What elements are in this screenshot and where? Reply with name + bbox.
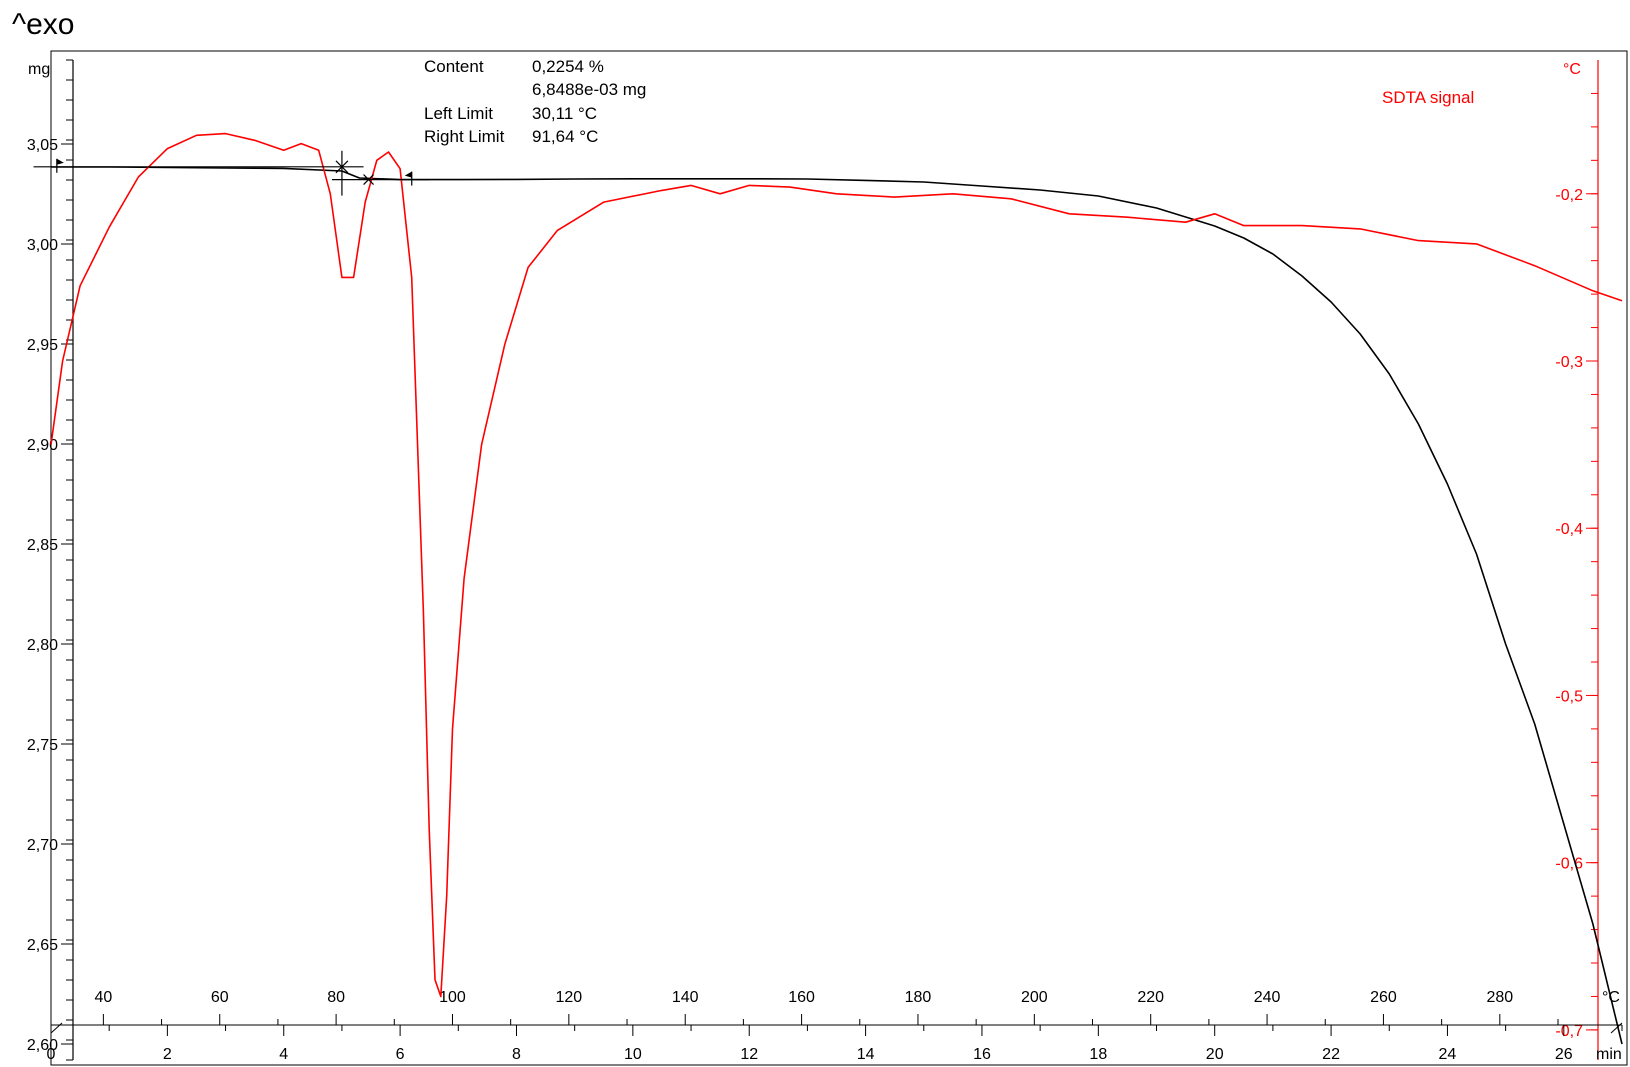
- left-tick-label: 2,80: [27, 637, 58, 654]
- left-tick-label: 2,85: [27, 537, 58, 554]
- temperature-tick-label: 200: [1021, 989, 1048, 1006]
- right-tick-label: -0,5: [1555, 688, 1583, 705]
- exo-direction-label: ^exo: [12, 8, 75, 41]
- step-cross-upper: [335, 160, 349, 174]
- left-axis: mg 2,60 2,65 2,70 2,75 2,80 2,85 2,90 2,95 3,00 3…: [27, 59, 74, 1061]
- time-tick-label: 24: [1439, 1046, 1457, 1063]
- temperature-tick-label: 260: [1370, 989, 1397, 1006]
- temperature-axis: °C 40 60 80 100 120 140 160 180 200 220 240 260 280: [94, 989, 1620, 1025]
- temperature-tick-label: 60: [211, 989, 229, 1006]
- time-axis-ticks: 0 2 4 6 8 10 12 14 16 18 20 22 24 26: [47, 1025, 1623, 1063]
- right-tick-label: -0,7: [1555, 1023, 1583, 1040]
- time-tick-label: 2: [163, 1046, 172, 1063]
- left-limit-flag: [56, 158, 64, 165]
- legend-sdta-signal: SDTA signal: [1382, 88, 1474, 107]
- time-tick-label: 14: [857, 1046, 875, 1063]
- right-axis-ticks: -0,2 -0,3 -0,4 -0,5 -0,6 -0,7: [1555, 92, 1598, 1040]
- integration-annotation: Content 0,2254 % 6,8488e-03 mg Left Limi…: [424, 57, 646, 146]
- left-tick-label: 3,05: [27, 137, 58, 154]
- time-tick-label: 4: [279, 1046, 288, 1063]
- right-limit-label: Right Limit: [424, 127, 505, 146]
- time-tick-label: 20: [1206, 1046, 1224, 1063]
- time-tick-label: 26: [1555, 1046, 1573, 1063]
- right-axis: °C -0,2 -0,3 -0,4 -0,5 -0,6 -0,7: [1555, 60, 1599, 1060]
- time-tick-label: 8: [512, 1046, 521, 1063]
- time-axis-unit: min: [1596, 1046, 1622, 1063]
- series-mass-curve: [51, 166, 1623, 1045]
- left-tick-label: 2,90: [27, 437, 58, 454]
- temperature-tick-label: 280: [1486, 989, 1513, 1006]
- left-tick-label: 2,65: [27, 937, 58, 954]
- time-axis: min 0 2 4 6 8 10 12 14 16 18 20 22 24 26: [47, 1022, 1623, 1063]
- right-axis-unit: °C: [1563, 61, 1581, 78]
- time-tick-label: 16: [973, 1046, 991, 1063]
- right-limit-flag: [404, 171, 412, 178]
- time-tick-label: 0: [47, 1046, 56, 1063]
- time-axis-break-mark-right: [1610, 1022, 1623, 1034]
- right-limit-value: 91,64 °C: [532, 127, 598, 146]
- temperature-tick-label: 180: [905, 989, 932, 1006]
- temperature-axis-ticks: 40 60 80 100 120 140 160 180 200 220 240 260 280: [94, 989, 1559, 1025]
- left-tick-label: 2,95: [27, 337, 58, 354]
- temperature-tick-label: 220: [1137, 989, 1164, 1006]
- right-tick-label: -0,3: [1555, 354, 1583, 371]
- time-tick-label: 22: [1322, 1046, 1340, 1063]
- temperature-tick-label: 80: [327, 989, 345, 1006]
- content-mass-value: 6,8488e-03 mg: [532, 80, 646, 99]
- left-tick-label: 2,60: [27, 1037, 58, 1054]
- baseline-integration-markers: [33, 150, 430, 196]
- right-tick-label: -0,4: [1555, 521, 1583, 538]
- time-axis-break-mark: [50, 1022, 63, 1034]
- left-axis-ticks: 2,60 2,65 2,70 2,75 2,80 2,85 2,90 2,95 3,00 3,05: [27, 59, 73, 1061]
- content-percent-value: 0,2254 %: [532, 57, 604, 76]
- left-limit-value: 30,11 °C: [532, 104, 597, 123]
- time-tick-label: 18: [1089, 1046, 1107, 1063]
- temperature-tick-label: 100: [439, 989, 466, 1006]
- left-tick-label: 2,75: [27, 737, 58, 754]
- temperature-tick-label: 140: [672, 989, 699, 1006]
- temperature-tick-label: 40: [94, 989, 112, 1006]
- left-limit-label: Left Limit: [424, 104, 493, 123]
- left-axis-unit: mg: [28, 61, 50, 78]
- temperature-tick-label: 160: [788, 989, 815, 1006]
- right-tick-label: -0,2: [1555, 187, 1583, 204]
- left-tick-label: 3,00: [27, 237, 58, 254]
- temperature-tick-label: 240: [1254, 989, 1281, 1006]
- temperature-tick-label: 120: [555, 989, 582, 1006]
- time-tick-label: 10: [624, 1046, 642, 1063]
- time-tick-label: 6: [396, 1046, 405, 1063]
- content-label: Content: [424, 57, 484, 76]
- step-cross-lower: [363, 174, 374, 186]
- right-tick-label: -0,6: [1555, 856, 1583, 873]
- series-sdta-signal: [50, 132, 1623, 998]
- time-tick-label: 12: [740, 1046, 758, 1063]
- plot-frame: [50, 50, 1628, 1066]
- left-tick-label: 2,70: [27, 837, 58, 854]
- series-layer: [50, 132, 1623, 1045]
